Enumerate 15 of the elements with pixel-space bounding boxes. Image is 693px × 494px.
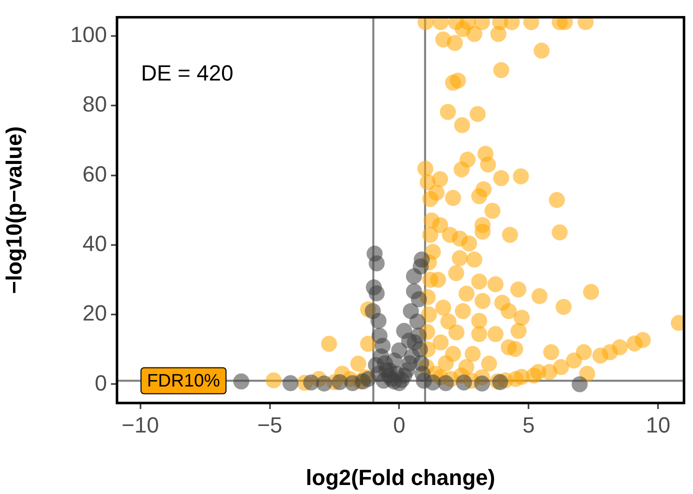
y-tick-label: 100 [70,22,107,48]
y-tick-label: 20 [82,300,107,326]
x-tick-label: −5 [257,412,282,438]
x-tick-label: 5 [522,412,535,438]
y-tick-label: 60 [82,161,107,186]
y-tick-label: 80 [82,92,107,117]
annotation: DE = 420 [141,60,234,86]
x-tick-label: −10 [122,412,159,438]
y-tick-label: 40 [82,230,107,256]
x-tick-label: 0 [393,412,406,438]
x-axis-title: log2(Fold change) [306,464,496,490]
y-axis-title: −log10(p−value) [1,126,26,294]
x-tick-label: 10 [646,412,670,438]
ref-line-label: FDR10% [147,370,220,391]
y-tick-label: 0 [94,370,107,396]
